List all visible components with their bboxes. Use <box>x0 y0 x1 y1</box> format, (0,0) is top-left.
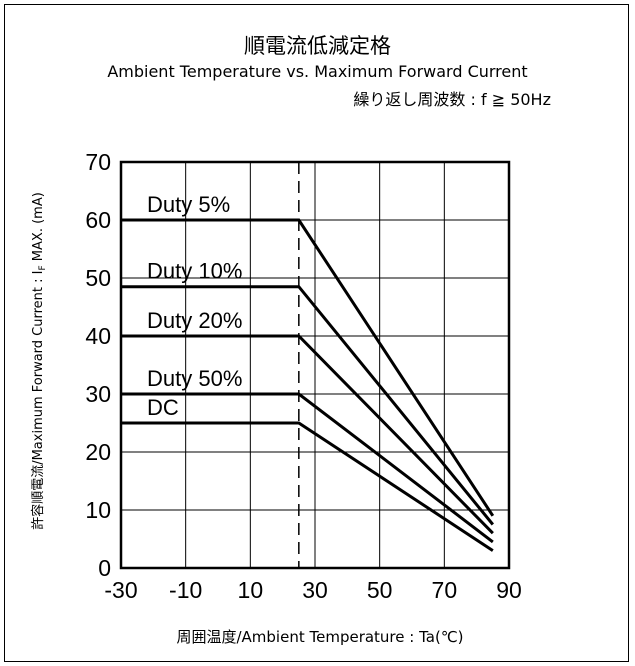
x-tick-label: 10 <box>238 577 264 603</box>
y-axis-label-main: 許容順電流/Maximum Forward Current : I <box>30 271 46 530</box>
x-tick-label: 50 <box>367 577 393 603</box>
series-label: Duty 50% <box>147 366 242 391</box>
y-tick-label: 10 <box>85 497 111 523</box>
y-tick-label: 30 <box>85 381 111 407</box>
y-tick-label: 40 <box>85 323 111 349</box>
y-tick-label: 0 <box>98 555 111 581</box>
x-tick-label: -10 <box>169 577 202 603</box>
x-tick-label: 90 <box>496 577 522 603</box>
y-tick-label: 50 <box>85 265 111 291</box>
y-tick-label: 60 <box>85 207 111 233</box>
y-axis-label-tail: MAX. (mA) <box>31 192 46 265</box>
series-line <box>121 423 493 551</box>
y-tick-label: 70 <box>85 149 111 175</box>
x-tick-labels: -30 -10 10 30 50 70 90 <box>104 577 521 603</box>
x-axis-label: 周囲温度/Ambient Temperature : Ta(℃) <box>176 628 463 646</box>
x-tick-label: 30 <box>302 577 328 603</box>
grid <box>121 162 509 568</box>
series-label: Duty 5% <box>147 192 230 217</box>
x-tick-label: 70 <box>432 577 458 603</box>
series-label: Duty 20% <box>147 308 242 333</box>
y-axis-label: 許容順電流/Maximum Forward Current : IF MAX. … <box>30 192 48 530</box>
series-labels: Duty 5% Duty 10% Duty 20% Duty 50% DC <box>147 192 242 420</box>
y-tick-labels: 0 10 20 30 40 50 60 70 <box>85 149 111 581</box>
series-label: Duty 10% <box>147 259 242 284</box>
y-tick-label: 20 <box>85 439 111 465</box>
series-label: DC <box>147 395 179 420</box>
